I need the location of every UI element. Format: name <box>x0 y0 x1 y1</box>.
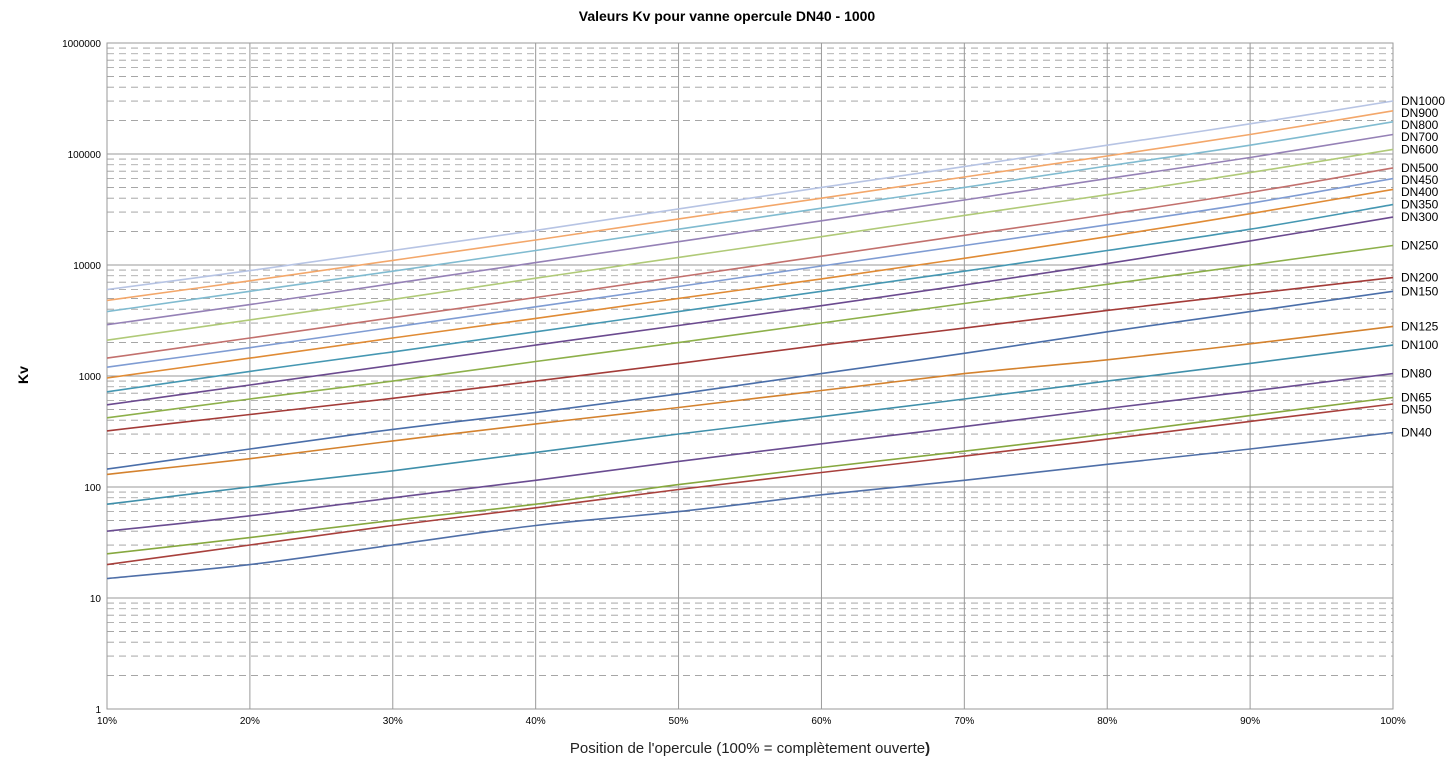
series-label-dn350: DN350 <box>1401 198 1439 212</box>
series-label-dn200: DN200 <box>1401 271 1439 285</box>
series-line-dn450 <box>106 177 1394 368</box>
series-line-dn300 <box>106 216 1394 406</box>
series-line-dn80 <box>106 372 1394 532</box>
series-label-dn125: DN125 <box>1401 319 1439 333</box>
x-tick-label: 70% <box>954 716 974 727</box>
series-label-dn150: DN150 <box>1401 284 1439 298</box>
series-label-dn800: DN800 <box>1401 118 1439 132</box>
series-line-dn400 <box>106 188 1394 379</box>
x-tick-label: 40% <box>526 716 546 727</box>
series-line-dn125 <box>106 325 1394 476</box>
series-label-dn300: DN300 <box>1401 210 1439 224</box>
series-line-dn350 <box>106 203 1394 393</box>
series-line-dn1000 <box>106 100 1394 291</box>
series-line-dn700 <box>106 133 1394 326</box>
x-axis-label: Position de l'opercule (100% = complètem… <box>0 740 1454 757</box>
x-tick-label: 60% <box>811 716 831 727</box>
series-line-dn500 <box>106 167 1394 359</box>
x-tick-label: 10% <box>97 716 117 727</box>
series-line-dn65 <box>106 396 1394 555</box>
series-label-dn40: DN40 <box>1401 425 1432 439</box>
series-line-dn50 <box>106 403 1394 566</box>
series-label-dn1000: DN1000 <box>1401 94 1445 108</box>
series-line-dn150 <box>106 290 1394 470</box>
y-tick-label: 1000 <box>79 372 102 383</box>
series-label-dn100: DN100 <box>1401 338 1439 352</box>
x-tick-labels: 10% 20% 30% 40% 50% 60% 70% 80% 90% 100% <box>97 716 1406 727</box>
series-label-dn600: DN600 <box>1401 142 1439 156</box>
series-label-dn500: DN500 <box>1401 161 1439 175</box>
series-line-dn250 <box>106 244 1394 419</box>
y-tick-label: 10000 <box>73 261 101 272</box>
series-label-dn700: DN700 <box>1401 130 1439 144</box>
y-tick-label: 1 <box>95 705 101 716</box>
series-line-dn200 <box>106 276 1394 432</box>
x-tick-label: 20% <box>240 716 260 727</box>
y-tick-label: 100 <box>84 483 101 494</box>
x-tick-label: 30% <box>383 716 403 727</box>
y-tick-label: 100000 <box>68 150 102 161</box>
series-lines <box>106 100 1394 580</box>
series-line-dn900 <box>106 110 1394 302</box>
series-label-dn450: DN450 <box>1401 173 1439 187</box>
series-label-dn50: DN50 <box>1401 403 1432 417</box>
series-line-dn100 <box>106 344 1394 505</box>
chart-title: Valeurs Kv pour vanne opercule DN40 - 10… <box>578 8 876 24</box>
series-label-dn250: DN250 <box>1401 238 1439 252</box>
x-tick-label: 100% <box>1380 716 1406 727</box>
plot-frame <box>106 42 1394 710</box>
x-tick-label: 80% <box>1097 716 1117 727</box>
series-line-dn800 <box>106 121 1394 313</box>
y-tick-label: 1000000 <box>62 39 101 50</box>
series-line-dn40 <box>106 431 1394 580</box>
x-axis-label-text: Position de l'opercule (100% = complètem… <box>569 740 926 757</box>
series-line-dn600 <box>106 148 1394 341</box>
x-tick-label: 50% <box>669 716 689 727</box>
series-label-dn65: DN65 <box>1401 391 1432 405</box>
series-label-dn80: DN80 <box>1401 367 1432 381</box>
series-label-dn400: DN400 <box>1401 185 1439 199</box>
x-tick-label: 90% <box>1240 716 1260 727</box>
series-label-dn900: DN900 <box>1401 106 1439 120</box>
y-tick-label: 10 <box>90 594 102 605</box>
series-labels: DN1000DN900DN800DN700DN600DN500DN450DN40… <box>1401 94 1445 439</box>
y-tick-labels: 1 10 100 1000 10000 100000 1000000 <box>62 39 101 716</box>
x-axis-label-suffix: ) <box>925 740 931 757</box>
